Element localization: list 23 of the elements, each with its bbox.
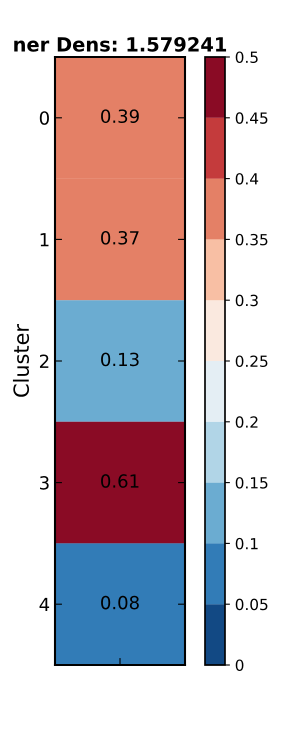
data-label: 0.08 xyxy=(101,596,139,610)
color-bar-label: 0.4 xyxy=(236,173,258,185)
y-tick-label: 3 xyxy=(40,476,49,490)
color-bar-label: 0.2 xyxy=(236,416,258,428)
chart-title: ner Dens: 1.579241 xyxy=(14,37,226,52)
color-bar-label: 0.1 xyxy=(236,538,258,550)
color-bar-label: 0.3 xyxy=(236,294,258,306)
y-tick-label: 2 xyxy=(40,354,48,368)
color-bar-label: 0.35 xyxy=(236,234,268,246)
color-bar-label: 0.15 xyxy=(236,477,268,489)
color-bar-label: 0.25 xyxy=(236,355,268,368)
y-tick-label: 1 xyxy=(40,233,48,246)
color-bar-label: 0 xyxy=(236,659,244,672)
data-label: 0.37 xyxy=(101,230,139,245)
y-tick-label: 4 xyxy=(40,598,50,612)
color-bar-label: 0.05 xyxy=(236,598,268,610)
y-axis-title: Cluster xyxy=(12,324,30,397)
color-bar-label: 0.5 xyxy=(236,51,258,64)
data-label: 0.13 xyxy=(101,352,139,366)
color-bar-label: 0.45 xyxy=(236,112,268,124)
data-label: 0.61 xyxy=(101,474,138,488)
y-tick-label: 0 xyxy=(40,111,49,125)
data-label: 0.39 xyxy=(101,109,139,124)
